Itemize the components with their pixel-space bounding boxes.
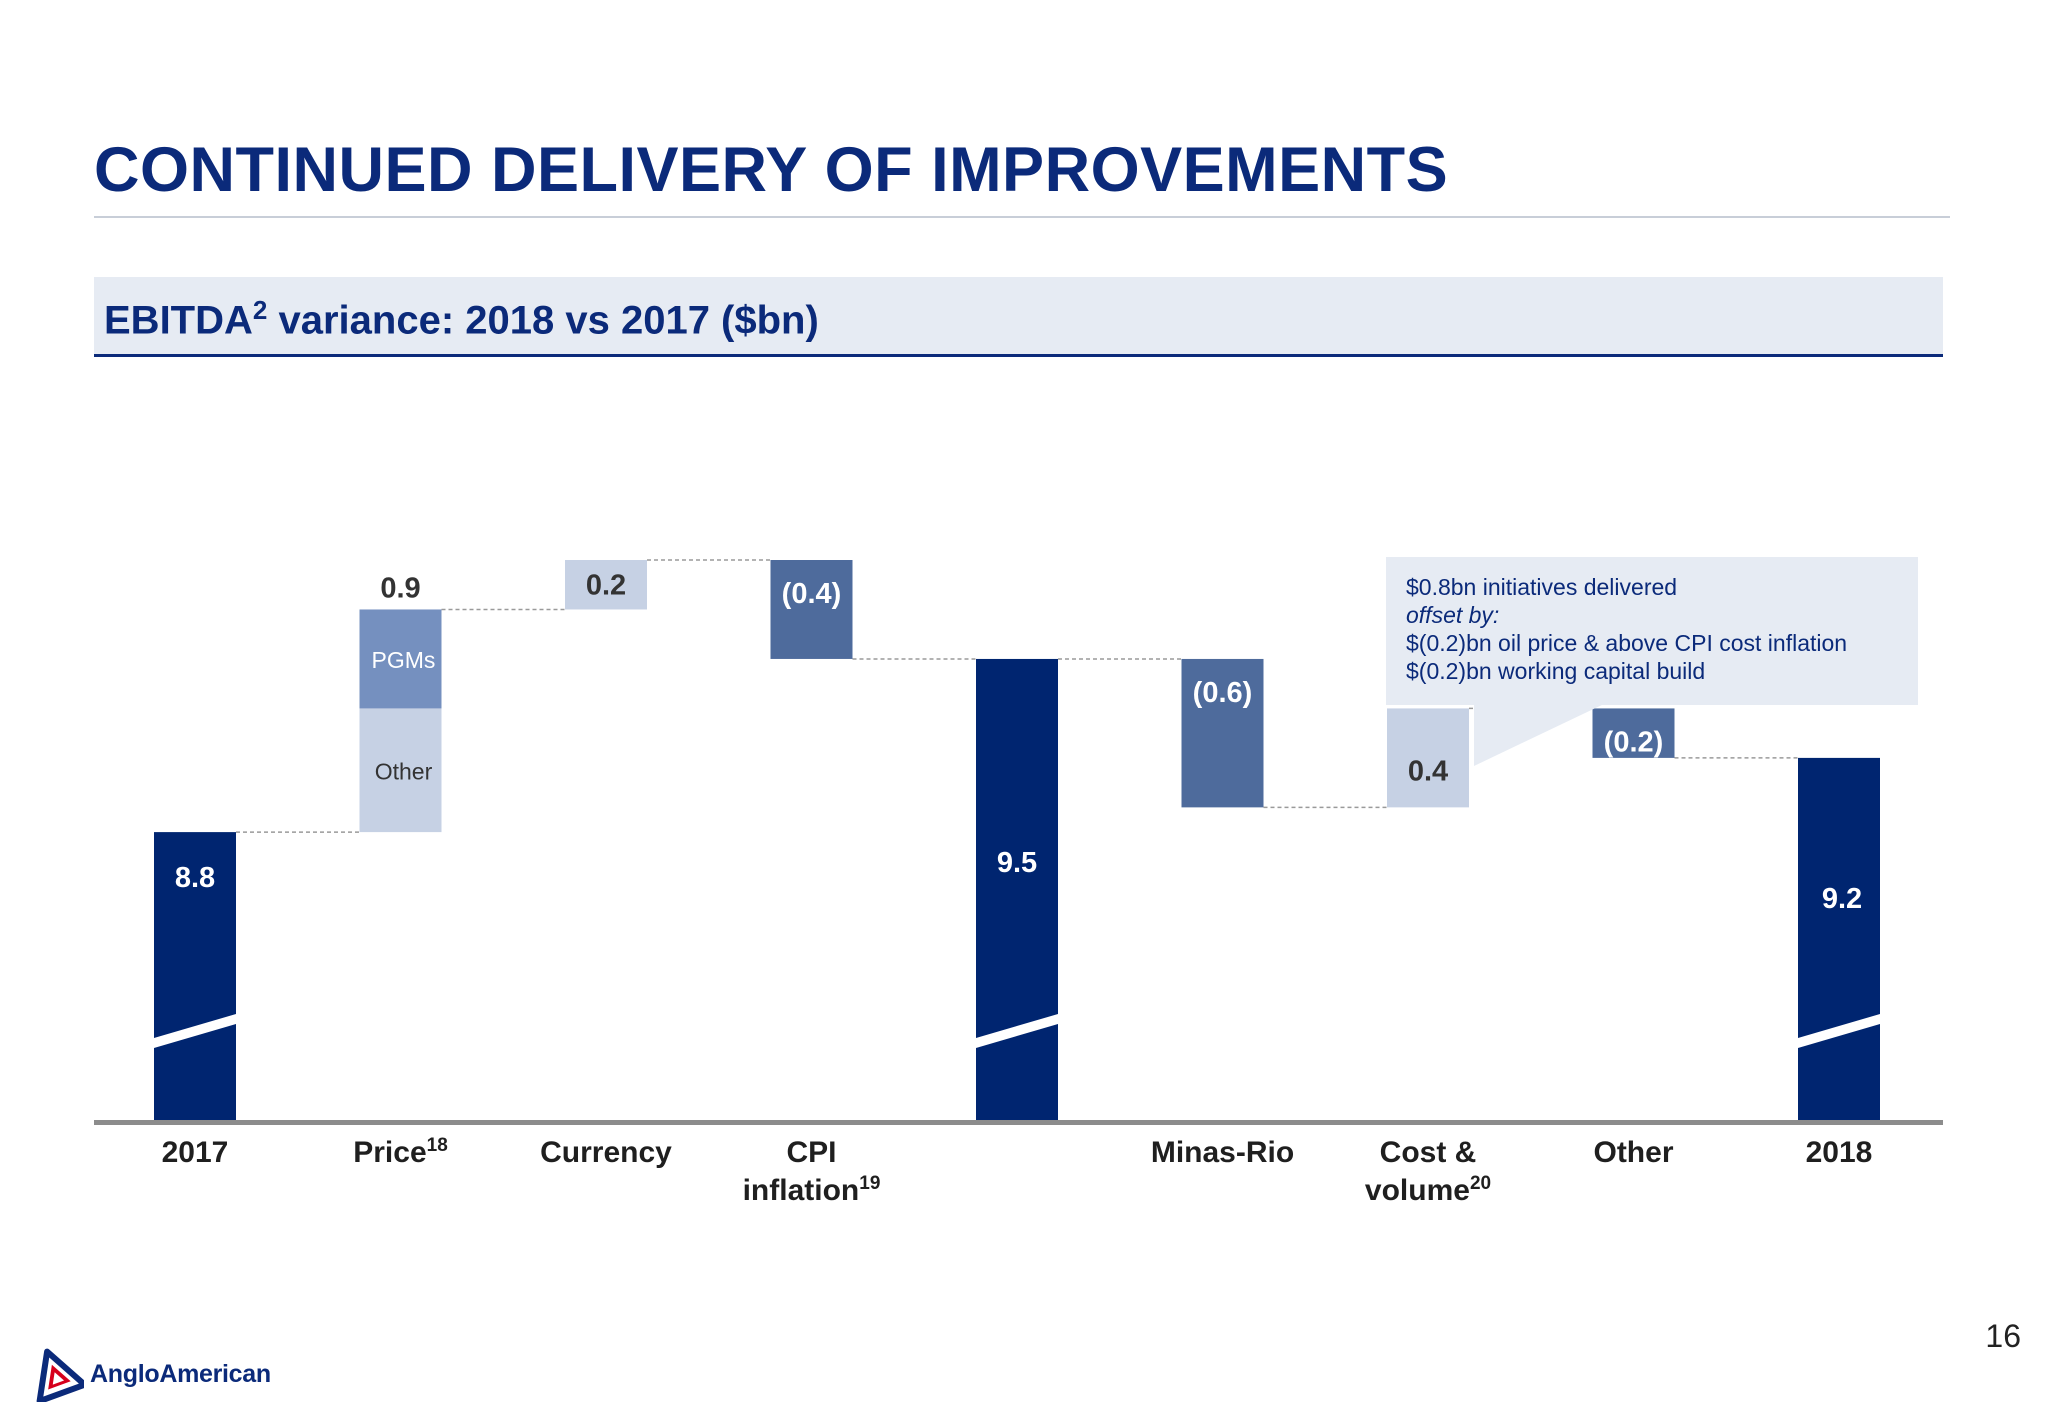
category-label: Currency: [540, 1136, 672, 1169]
delta-bar: [565, 560, 647, 610]
company-logo: AngloAmerican: [28, 1346, 271, 1402]
subtitle-rest: variance: 2018 vs 2017 ($bn): [267, 298, 819, 343]
anglo-american-logo-icon: [36, 1348, 84, 1402]
category-label: Minas-Rio: [1151, 1136, 1294, 1169]
chart-subtitle: EBITDA2 variance: 2018 vs 2017 ($bn): [104, 295, 819, 343]
axis-break-mark: [154, 1014, 236, 1048]
category-label: Price18: [353, 1135, 448, 1169]
logo-text: AngloAmerican: [90, 1359, 271, 1388]
category-label-text: Minas-Rio: [1151, 1136, 1294, 1169]
subtitle-band: EBITDA2 variance: 2018 vs 2017 ($bn): [94, 277, 1943, 357]
bar-value-label: (0.2): [1604, 726, 1664, 758]
subtitle-footnote: 2: [252, 295, 268, 325]
category-label: 2017: [162, 1136, 229, 1169]
callout-line-2: offset by:: [1406, 602, 1500, 628]
page-number: 16: [1985, 1318, 2021, 1354]
delta-bar: [1387, 708, 1469, 808]
segment-label: PGMs: [372, 647, 436, 673]
x-axis-line: [94, 1120, 1943, 1125]
category-label: 2018: [1806, 1136, 1873, 1169]
category-label-text: inflation: [743, 1174, 860, 1207]
category-label-text: Currency: [540, 1136, 672, 1169]
bar-value-label: 8.8: [175, 862, 215, 894]
total-bar: [154, 832, 236, 1120]
bar-value-label: 0.9: [380, 572, 420, 604]
delta-bar: [770, 560, 853, 659]
category-label-line2: inflation19: [743, 1173, 881, 1207]
category-label-text: 2018: [1806, 1136, 1873, 1169]
delta-bar: [1592, 708, 1675, 758]
total-bar: [1798, 757, 1880, 1120]
bar-value-label: 0.4: [1408, 755, 1448, 787]
initiatives-callout: $0.8bn initiatives delivered offset by: …: [1386, 557, 1918, 705]
callout-line-3: $(0.2)bn oil price & above CPI cost infl…: [1406, 630, 1848, 656]
bar-value-label: 0.2: [586, 570, 626, 602]
category-label-text: 2017: [162, 1136, 229, 1169]
page-title: CONTINUED DELIVERY OF IMPROVEMENTS: [94, 135, 1449, 205]
category-label-text: Other: [1593, 1136, 1673, 1169]
callout-pointer: [1474, 704, 1604, 766]
footnote-marker: 18: [427, 1135, 448, 1156]
category-label-line2: volume20: [1365, 1173, 1491, 1207]
total-bar: [976, 658, 1058, 1120]
category-label: Other: [1593, 1136, 1673, 1169]
callout-line-4: $(0.2)bn working capital build: [1406, 658, 1706, 684]
category-label: Cost &: [1380, 1136, 1477, 1169]
segment-label: Other: [375, 758, 433, 784]
category-label-text: Price: [353, 1136, 426, 1169]
axis-break-mark: [1798, 1014, 1880, 1048]
callout-line-1: $0.8bn initiatives delivered: [1406, 574, 1678, 600]
axis-break-mark: [976, 1014, 1058, 1048]
bar-value-label: (0.6): [1193, 677, 1253, 709]
bar-value-label: 9.5: [997, 847, 1037, 879]
subtitle-main: EBITDA: [104, 298, 253, 343]
delta-bar: [1181, 658, 1264, 808]
footnote-marker: 19: [859, 1173, 880, 1194]
segment-bar: [359, 609, 442, 709]
bar-value-label: 9.2: [1822, 883, 1862, 915]
category-label: CPI: [786, 1136, 836, 1169]
footnote-marker: 20: [1470, 1173, 1491, 1194]
bar-value-label: (0.4): [782, 578, 842, 610]
category-label-text: volume: [1365, 1174, 1470, 1207]
segment-bar: [359, 708, 442, 833]
title-divider: [94, 216, 1950, 218]
